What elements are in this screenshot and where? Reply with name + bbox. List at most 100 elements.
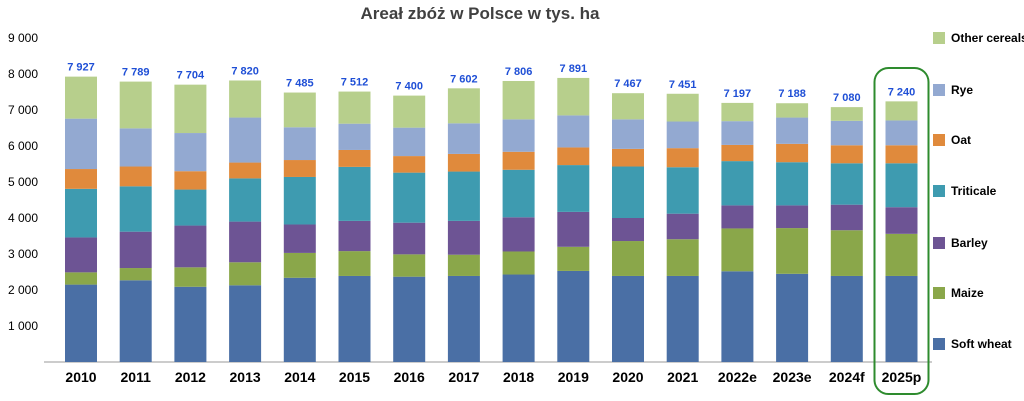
bar-segment-oat — [447, 153, 480, 172]
legend-label: Barley — [951, 236, 988, 250]
bar-segment-soft-wheat — [557, 270, 590, 362]
bar-segment-other-cereals — [502, 80, 535, 120]
legend: Other cereals Rye Oat Triticale Barley Maize S… — [933, 31, 1024, 351]
total-label: 7 512 — [341, 77, 369, 89]
bar-segment-maize — [119, 268, 152, 281]
legend-swatch-barley — [933, 237, 945, 249]
legend-swatch-soft-wheat — [933, 338, 945, 350]
bar-segment-maize — [65, 272, 97, 285]
bar-segment-maize — [721, 228, 754, 272]
bar-segment-soft-wheat — [174, 286, 207, 362]
bar-segment-oat — [283, 160, 316, 177]
bar-segment-rye — [393, 127, 426, 157]
bar-segment-barley — [885, 207, 918, 234]
y-tick-label: 5 000 — [8, 175, 38, 189]
total-label: 7 704 — [177, 70, 205, 82]
bar-segment-rye — [338, 123, 371, 150]
total-label: 7 806 — [505, 66, 533, 78]
x-tick-label: 2023e — [773, 369, 812, 385]
bar-segment-soft-wheat — [830, 275, 863, 362]
x-tick-label: 2010 — [65, 369, 96, 385]
bar-segment-soft-wheat — [283, 277, 316, 362]
legend-label: Other cereals — [951, 31, 1024, 45]
bar-segment-soft-wheat — [666, 275, 699, 362]
bar-segment-triticale — [830, 163, 863, 205]
bar-segment-triticale — [447, 171, 480, 221]
bar-segment-barley — [557, 211, 590, 247]
bar-segment-barley — [721, 205, 754, 229]
bar-segment-rye — [502, 119, 535, 152]
bar-segment-other-cereals — [666, 93, 699, 122]
total-label: 7 927 — [67, 62, 95, 74]
legend-swatch-oat — [933, 134, 945, 146]
bar-segment-other-cereals — [119, 81, 152, 129]
legend-label: Oat — [951, 133, 971, 147]
legend-label: Soft wheat — [951, 337, 1012, 351]
bar-segment-other-cereals — [557, 77, 590, 116]
x-tick-label: 2015 — [339, 369, 370, 385]
legend-label: Rye — [951, 83, 973, 97]
bar-segment-rye — [721, 121, 754, 145]
total-label: 7 080 — [833, 92, 861, 104]
bar-segment-barley — [338, 220, 371, 252]
bar-segment-triticale — [229, 178, 262, 222]
x-axis-ticks: 2010 2011 2012 2013 2014 2015 2016 2017 2018 2019… — [65, 369, 921, 385]
bar-segment-barley — [283, 224, 316, 253]
bar-segment-triticale — [612, 166, 644, 218]
bar-segment-maize — [776, 228, 809, 274]
legend-swatch-maize — [933, 287, 945, 299]
bar-segment-soft-wheat — [721, 271, 754, 362]
bar-segment-barley — [65, 237, 97, 273]
bar-segment-maize — [393, 254, 426, 277]
bar-segment-soft-wheat — [502, 274, 535, 362]
y-tick-label: 1 000 — [8, 319, 38, 333]
bar-segment-maize — [447, 254, 480, 276]
total-label: 7 400 — [395, 81, 423, 93]
bar-segment-maize — [830, 230, 863, 276]
bar-segment-maize — [666, 239, 699, 276]
total-label: 7 602 — [450, 73, 478, 85]
bar-segment-oat — [502, 151, 535, 170]
bar-segment-oat — [229, 162, 262, 179]
bar-segment-other-cereals — [174, 84, 207, 134]
bar-segment-soft-wheat — [338, 275, 371, 362]
bar-segment-rye — [885, 120, 918, 146]
bar-segment-rye — [447, 123, 480, 154]
bar-segment-other-cereals — [229, 80, 262, 118]
y-tick-label: 8 000 — [8, 67, 38, 81]
x-tick-label: 2024f — [829, 369, 865, 385]
bar-segment-triticale — [283, 176, 316, 225]
y-tick-label: 9 000 — [8, 31, 38, 45]
highlight-box-2025p — [873, 67, 930, 395]
bar-segment-other-cereals — [393, 95, 426, 128]
total-label: 7 820 — [231, 65, 259, 77]
total-label: 7 240 — [888, 86, 916, 98]
y-tick-label: 4 000 — [8, 211, 38, 225]
x-tick-label: 2019 — [558, 369, 589, 385]
bar-segment-maize — [174, 267, 207, 287]
x-tick-label: 2018 — [503, 369, 534, 385]
y-tick-label: 3 000 — [8, 247, 38, 261]
bar-segment-rye — [666, 121, 699, 149]
total-label: 7 485 — [286, 78, 314, 90]
bar-segment-maize — [338, 251, 371, 276]
bar-segment-rye — [776, 117, 809, 144]
bar-segment-soft-wheat — [229, 285, 262, 362]
legend-swatch-triticale — [933, 185, 945, 197]
bar-segment-barley — [830, 204, 863, 231]
x-tick-label: 2011 — [121, 369, 152, 385]
total-label: 7 891 — [560, 63, 588, 75]
bar-segment-triticale — [557, 165, 590, 212]
bar-segment-triticale — [666, 167, 699, 214]
bar-segment-barley — [174, 225, 207, 268]
x-tick-label: 2025p — [882, 369, 922, 385]
legend-swatch-other-cereals — [933, 32, 945, 44]
total-label: 7 789 — [122, 67, 150, 79]
bar-segment-maize — [885, 233, 918, 276]
bars-group — [65, 76, 918, 362]
total-label: 7 197 — [724, 88, 752, 100]
x-tick-label: 2013 — [230, 369, 261, 385]
bar-segment-other-cereals — [830, 107, 863, 121]
bar-segment-oat — [666, 148, 699, 168]
y-axis-ticks: 1 000 2 000 3 000 4 000 5 000 6 000 7 000 8 000… — [8, 31, 38, 333]
